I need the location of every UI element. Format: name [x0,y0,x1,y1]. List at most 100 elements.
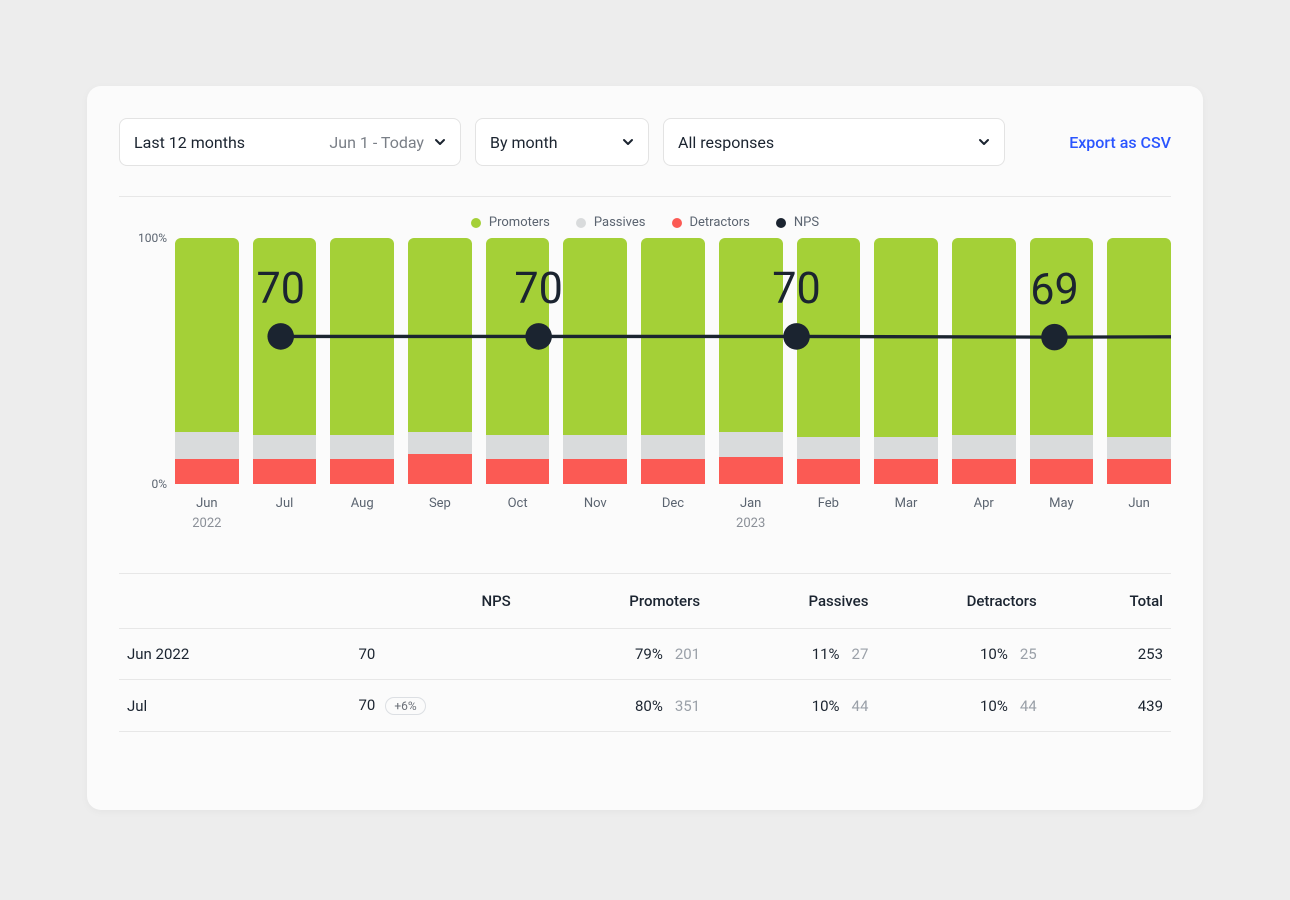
nps-delta-badge: +6% [385,697,425,715]
responses-select[interactable]: All responses [663,118,1005,166]
passives-segment [797,437,861,459]
cell-period: Jul [119,680,350,732]
legend-item: Promoters [471,215,550,230]
promoters-pct: 80% [635,697,663,715]
passives-segment [175,432,239,459]
legend-item: NPS [776,215,819,230]
granularity-label: By month [490,133,558,152]
cell-passives: 11% 27 [708,629,876,680]
promoters-segment [486,238,550,435]
dashboard-card: Last 12 months Jun 1 - Today By month Al… [87,86,1203,810]
nps-dot-icon [776,218,786,228]
table-row: Jun 20227079%20111%2710%25253 [119,629,1171,680]
bar-column [874,238,938,484]
detractors-pct: 10% [980,645,1008,663]
bar-column [719,238,783,484]
passives-segment [563,435,627,460]
table-body: Jun 20227079%20111%2710%25253Jul70+6%80%… [119,629,1171,732]
bar-column [797,238,861,484]
passives-count: 44 [852,697,869,715]
passives-count: 27 [852,645,869,663]
x-tick: Jun [1107,494,1171,533]
x-tick: Nov [563,494,627,533]
table-header-row: NPSPromotersPassivesDetractorsTotal [119,574,1171,629]
cell-detractors: 10%44 [876,680,1044,732]
promoters-segment [175,238,239,432]
promoters-segment [719,238,783,432]
cell-nps: 70 [350,629,518,680]
legend-item: Detractors [672,215,750,230]
date-range-select[interactable]: Last 12 months Jun 1 - Today [119,118,461,166]
detractors-segment [874,459,938,484]
promoters-segment [330,238,394,435]
passives-segment [330,435,394,460]
passives-segment [486,435,550,460]
filters-row: Last 12 months Jun 1 - Today By month Al… [119,118,1171,166]
cell-nps: 70+6% [350,680,518,732]
promoters-segment [563,238,627,435]
promoters-segment [874,238,938,437]
chart-y-axis: 100%0% [119,238,167,484]
granularity-select[interactable]: By month [475,118,649,166]
bar-column [408,238,472,484]
col-passives: Passives [708,574,876,629]
nps-table: NPSPromotersPassivesDetractorsTotal Jun … [119,574,1171,732]
promoters-segment [1030,238,1094,435]
detractors-segment [797,459,861,484]
date-range-label: Last 12 months [134,133,245,152]
passives-segment [253,435,317,460]
detractors-segment [641,459,705,484]
passives-segment [874,437,938,459]
x-tick: Dec [641,494,705,533]
passives-segment [952,435,1016,460]
legend-label: Passives [594,215,646,230]
legend-label: Promoters [489,215,550,230]
cell-passives: 10%44 [708,680,876,732]
promoters-segment [797,238,861,437]
promoters-count: 201 [675,645,700,663]
passives-segment [408,432,472,454]
x-tick: Jul [253,494,317,533]
x-tick: Sep [408,494,472,533]
chart: 100%0% 70707069707070697171707071 [119,238,1171,484]
chart-legend: Promoters Passives Detractors NPS [119,215,1171,230]
col-promoters: Promoters [519,574,708,629]
passives-segment [641,435,705,460]
date-range-sublabel: Jun 1 - Today [329,133,424,152]
export-csv-link[interactable]: Export as CSV [1069,133,1171,152]
promoters-segment [1107,238,1171,437]
passives-segment [719,432,783,457]
x-tick: Oct [486,494,550,533]
table-row: Jul70+6%80%35110%4410%44439 [119,680,1171,732]
y-tick: 0% [151,477,167,491]
chart-plot: 70707069707070697171707071 [175,238,1171,484]
detractors-segment [330,459,394,484]
chart-bars [175,238,1171,484]
promoters-count: 351 [675,697,700,715]
promoters-segment [641,238,705,435]
x-tick-year: 2023 [719,514,783,534]
bar-column [253,238,317,484]
legend-label: NPS [794,215,819,230]
passives-segment [1107,437,1171,459]
bar-column [641,238,705,484]
detractors-count: 25 [1020,645,1037,663]
bar-column [563,238,627,484]
bar-column [330,238,394,484]
detractors-segment [563,459,627,484]
x-tick: Jan2023 [719,494,783,533]
detractors-segment [408,454,472,484]
detractors-segment [1107,459,1171,484]
passives-pct: 11% [812,645,840,663]
x-tick: Apr [952,494,1016,533]
chevron-down-icon [434,136,446,148]
promoters-dot-icon [471,218,481,228]
detractors-segment [253,459,317,484]
cell-promoters: 79% 201 [519,629,708,680]
bar-column [952,238,1016,484]
bar-column [486,238,550,484]
detractors-count: 44 [1020,697,1037,715]
detractors-segment [952,459,1016,484]
passives-dot-icon [576,218,586,228]
promoters-pct: 79% [635,645,663,663]
